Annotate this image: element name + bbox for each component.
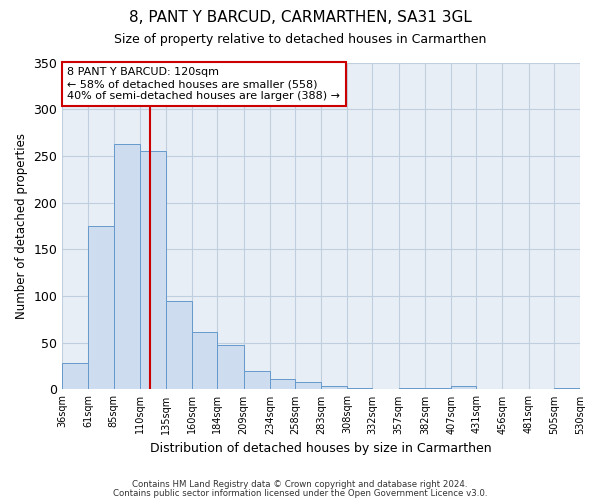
Bar: [113, 144, 140, 390]
Bar: [166, 300, 192, 390]
Bar: [270, 379, 295, 390]
Bar: [217, 344, 244, 390]
Text: 8 PANT Y BARCUD: 120sqm
← 58% of detached houses are smaller (558)
40% of semi-d: 8 PANT Y BARCUD: 120sqm ← 58% of detache…: [67, 68, 340, 100]
Bar: [295, 382, 321, 390]
Bar: [62, 364, 88, 390]
Bar: [321, 386, 347, 390]
Bar: [398, 388, 425, 390]
Y-axis label: Number of detached properties: Number of detached properties: [15, 133, 28, 319]
Bar: [192, 332, 217, 390]
Bar: [88, 226, 113, 390]
X-axis label: Distribution of detached houses by size in Carmarthen: Distribution of detached houses by size …: [151, 442, 492, 455]
Text: 8, PANT Y BARCUD, CARMARTHEN, SA31 3GL: 8, PANT Y BARCUD, CARMARTHEN, SA31 3GL: [128, 10, 472, 25]
Bar: [347, 388, 373, 390]
Text: Contains public sector information licensed under the Open Government Licence v3: Contains public sector information licen…: [113, 488, 487, 498]
Text: Contains HM Land Registry data © Crown copyright and database right 2024.: Contains HM Land Registry data © Crown c…: [132, 480, 468, 489]
Bar: [140, 151, 166, 390]
Bar: [244, 370, 270, 390]
Bar: [554, 388, 580, 390]
Bar: [425, 388, 451, 390]
Bar: [451, 386, 476, 390]
Text: Size of property relative to detached houses in Carmarthen: Size of property relative to detached ho…: [114, 32, 486, 46]
